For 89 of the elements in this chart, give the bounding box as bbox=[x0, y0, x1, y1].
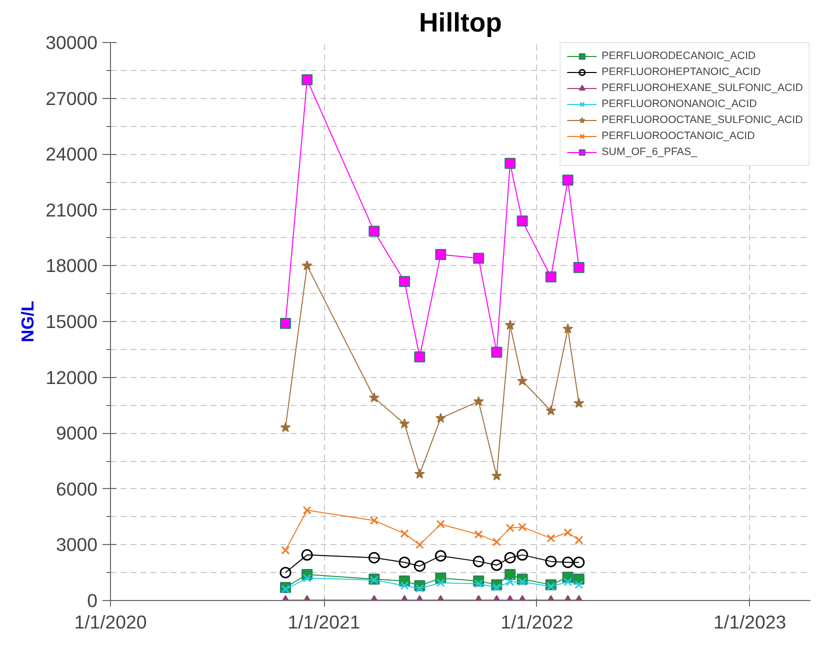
point bbox=[504, 320, 516, 330]
point bbox=[280, 318, 291, 329]
point bbox=[504, 552, 516, 564]
y-tick-label: 3000 bbox=[56, 534, 98, 556]
point bbox=[504, 158, 516, 169]
legend-label: PERFLUOROHEXANE_SULFONIC_ACID bbox=[602, 81, 803, 95]
point bbox=[564, 578, 572, 586]
y-tick-label: 18000 bbox=[46, 255, 98, 276]
point bbox=[473, 252, 484, 264]
point bbox=[573, 262, 584, 274]
point bbox=[504, 568, 516, 580]
y-tick-label: 30000 bbox=[46, 32, 98, 53]
point bbox=[490, 559, 502, 571]
point bbox=[400, 529, 409, 538]
point bbox=[518, 578, 527, 586]
point bbox=[368, 392, 380, 402]
point bbox=[574, 580, 584, 589]
point bbox=[280, 566, 292, 578]
point bbox=[281, 546, 290, 555]
legend-label: PERFLUORONONANOIC_ACID bbox=[602, 97, 757, 111]
legend-label: PERFLUOROOCTANE_SULFONIC_ACID bbox=[602, 113, 803, 127]
point bbox=[546, 582, 556, 591]
point bbox=[302, 260, 312, 270]
point bbox=[574, 536, 584, 544]
legend-label: PERFLUOROOCTANOIC_ACID bbox=[602, 129, 755, 143]
point bbox=[400, 581, 409, 590]
y-tick-label: 0 bbox=[87, 590, 98, 611]
point bbox=[562, 323, 574, 334]
point bbox=[491, 470, 502, 480]
point bbox=[492, 583, 501, 592]
point bbox=[473, 396, 484, 406]
y-tick-label: 15000 bbox=[46, 311, 98, 332]
point bbox=[506, 524, 514, 532]
point bbox=[435, 412, 446, 423]
y-tick-label: 9000 bbox=[56, 422, 98, 444]
point bbox=[368, 226, 380, 237]
point bbox=[435, 249, 446, 260]
point bbox=[546, 405, 556, 416]
y-tick-label: 6000 bbox=[56, 478, 98, 500]
y-tick-label: 21000 bbox=[46, 199, 98, 220]
point bbox=[474, 579, 483, 588]
point bbox=[562, 174, 574, 186]
point bbox=[517, 376, 528, 386]
point bbox=[516, 216, 528, 227]
point bbox=[368, 552, 380, 564]
point bbox=[414, 351, 426, 362]
point bbox=[280, 422, 291, 432]
point bbox=[370, 516, 378, 525]
y-axis-title: NG/L bbox=[18, 300, 38, 342]
x-tick-label: 1/1/2021 bbox=[288, 612, 360, 632]
x-tick-label: 1/1/2023 bbox=[714, 612, 786, 632]
chart-title: Hilltop bbox=[419, 8, 502, 38]
y-tick-label: 27000 bbox=[46, 88, 98, 109]
point bbox=[474, 530, 483, 539]
point bbox=[573, 556, 585, 568]
point bbox=[518, 522, 527, 532]
point bbox=[472, 556, 484, 568]
legend-label: SUM_OF_6_PFAS_ bbox=[602, 145, 698, 159]
point bbox=[415, 540, 424, 549]
point bbox=[492, 538, 501, 546]
point bbox=[301, 549, 313, 561]
point bbox=[491, 346, 502, 358]
x-tick-label: 1/1/2022 bbox=[500, 612, 574, 632]
x-tick-label: 1/1/2020 bbox=[74, 612, 147, 632]
point bbox=[399, 418, 410, 428]
point bbox=[414, 560, 426, 572]
legend-label: PERFLUORODECANOIC_ACID bbox=[602, 49, 756, 63]
point bbox=[545, 556, 557, 568]
y-tick-label: 24000 bbox=[46, 144, 98, 165]
point bbox=[415, 584, 424, 593]
point bbox=[398, 556, 410, 568]
point bbox=[506, 578, 514, 586]
point bbox=[562, 556, 574, 568]
point bbox=[516, 549, 528, 561]
point bbox=[436, 520, 445, 529]
point bbox=[436, 578, 445, 588]
point bbox=[414, 468, 425, 479]
point bbox=[564, 528, 572, 537]
point bbox=[302, 574, 312, 582]
point bbox=[546, 534, 556, 542]
point bbox=[281, 585, 290, 594]
y-tick-label: 12000 bbox=[46, 366, 98, 388]
point bbox=[434, 550, 446, 562]
point bbox=[545, 271, 556, 282]
point bbox=[399, 276, 410, 288]
point bbox=[574, 398, 584, 408]
point bbox=[302, 74, 313, 86]
point bbox=[302, 506, 312, 515]
legend-label: PERFLUOROHEPTANOIC_ACID bbox=[602, 65, 761, 79]
